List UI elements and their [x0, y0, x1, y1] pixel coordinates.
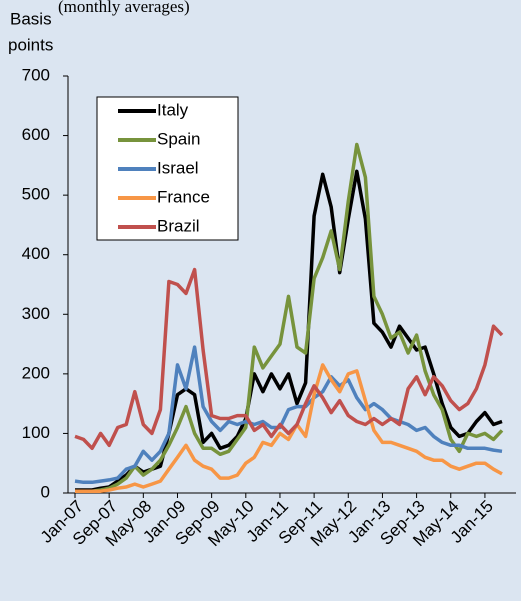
y-tick-label: 100 — [22, 423, 50, 442]
legend-label: France — [157, 187, 210, 206]
legend-label: Spain — [157, 129, 200, 148]
y-tick-label: 200 — [22, 363, 50, 382]
series-line — [74, 267, 504, 451]
chart-subtitle: (monthly averages) — [58, 0, 190, 16]
y-tick-label: 400 — [22, 244, 50, 263]
y-axis-label: points — [8, 35, 53, 54]
y-tick-label: 500 — [22, 185, 50, 204]
series-line — [74, 345, 503, 485]
legend-label: Italy — [157, 100, 189, 119]
y-tick-label: 300 — [22, 304, 50, 323]
y-axis-label: Basis — [10, 9, 52, 28]
y-tick-label: 700 — [22, 65, 50, 84]
series-line — [75, 363, 503, 493]
y-tick-label: 600 — [22, 125, 50, 144]
y-tick-label: 0 — [41, 482, 50, 501]
legend-label: Brazil — [157, 216, 200, 235]
legend-label: Israel — [157, 158, 199, 177]
